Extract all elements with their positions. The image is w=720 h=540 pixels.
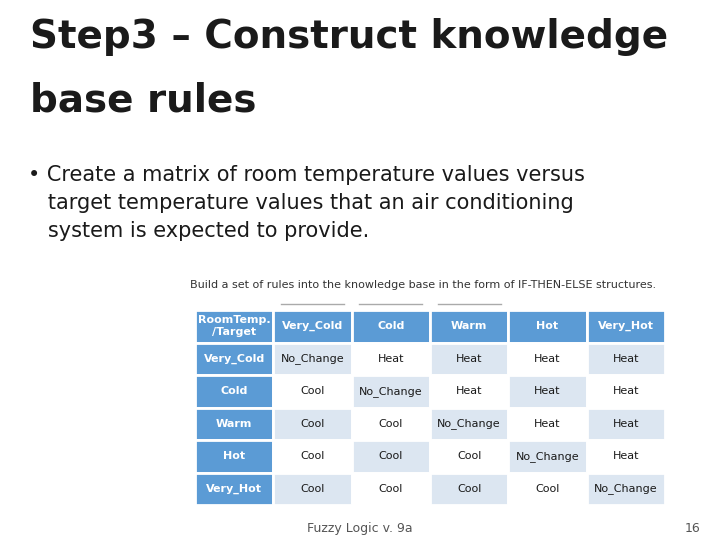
- FancyBboxPatch shape: [587, 375, 665, 408]
- Text: Step3 – Construct knowledge: Step3 – Construct knowledge: [30, 18, 668, 56]
- Text: Heat: Heat: [456, 386, 482, 396]
- Text: Cool: Cool: [535, 484, 559, 494]
- FancyBboxPatch shape: [195, 440, 274, 472]
- Text: Cool: Cool: [300, 484, 325, 494]
- FancyBboxPatch shape: [274, 310, 351, 342]
- FancyBboxPatch shape: [430, 375, 508, 408]
- Text: Very_Hot: Very_Hot: [206, 484, 262, 494]
- Text: Cool: Cool: [379, 418, 403, 429]
- FancyBboxPatch shape: [274, 375, 351, 408]
- FancyBboxPatch shape: [508, 440, 587, 472]
- Text: • Create a matrix of room temperature values versus
   target temperature values: • Create a matrix of room temperature va…: [28, 165, 585, 241]
- FancyBboxPatch shape: [351, 472, 430, 505]
- Text: Warm: Warm: [216, 418, 252, 429]
- Text: Very_Cold: Very_Cold: [204, 354, 265, 364]
- Text: Fuzzy Logic v. 9a: Fuzzy Logic v. 9a: [307, 522, 413, 535]
- Text: base rules: base rules: [30, 82, 256, 120]
- Text: Warm: Warm: [451, 321, 487, 331]
- Text: 16: 16: [684, 522, 700, 535]
- FancyBboxPatch shape: [274, 472, 351, 505]
- Text: Heat: Heat: [613, 386, 639, 396]
- FancyBboxPatch shape: [587, 408, 665, 440]
- FancyBboxPatch shape: [508, 408, 587, 440]
- Text: Heat: Heat: [613, 451, 639, 461]
- Text: Hot: Hot: [536, 321, 559, 331]
- Text: No_Change: No_Change: [516, 451, 580, 462]
- FancyBboxPatch shape: [351, 375, 430, 408]
- Text: No_Change: No_Change: [359, 386, 423, 397]
- FancyBboxPatch shape: [195, 472, 274, 505]
- Text: Heat: Heat: [534, 354, 561, 364]
- Text: Cool: Cool: [300, 418, 325, 429]
- Text: Heat: Heat: [534, 418, 561, 429]
- Text: Cool: Cool: [457, 451, 482, 461]
- FancyBboxPatch shape: [351, 310, 430, 342]
- Text: Build a set of rules into the knowledge base in the form of IF-THEN-ELSE structu: Build a set of rules into the knowledge …: [190, 280, 656, 290]
- Text: Cold: Cold: [377, 321, 405, 331]
- Text: Cool: Cool: [300, 386, 325, 396]
- Text: Cool: Cool: [457, 484, 482, 494]
- FancyBboxPatch shape: [508, 310, 587, 342]
- Text: Heat: Heat: [534, 386, 561, 396]
- Text: Cool: Cool: [300, 451, 325, 461]
- Text: Heat: Heat: [613, 354, 639, 364]
- Text: Heat: Heat: [613, 418, 639, 429]
- FancyBboxPatch shape: [430, 342, 508, 375]
- Text: Hot: Hot: [223, 451, 246, 461]
- Text: Cool: Cool: [379, 451, 403, 461]
- Text: Very_Hot: Very_Hot: [598, 321, 654, 332]
- FancyBboxPatch shape: [274, 408, 351, 440]
- Text: Cool: Cool: [379, 484, 403, 494]
- FancyBboxPatch shape: [195, 375, 274, 408]
- Text: No_Change: No_Change: [594, 483, 657, 494]
- FancyBboxPatch shape: [430, 310, 508, 342]
- FancyBboxPatch shape: [430, 408, 508, 440]
- FancyBboxPatch shape: [351, 440, 430, 472]
- Text: Very_Cold: Very_Cold: [282, 321, 343, 332]
- FancyBboxPatch shape: [587, 342, 665, 375]
- FancyBboxPatch shape: [587, 472, 665, 505]
- FancyBboxPatch shape: [195, 310, 274, 342]
- Text: Heat: Heat: [377, 354, 404, 364]
- Text: No_Change: No_Change: [281, 353, 344, 364]
- FancyBboxPatch shape: [195, 408, 274, 440]
- FancyBboxPatch shape: [587, 440, 665, 472]
- FancyBboxPatch shape: [430, 440, 508, 472]
- FancyBboxPatch shape: [351, 408, 430, 440]
- FancyBboxPatch shape: [508, 342, 587, 375]
- FancyBboxPatch shape: [351, 342, 430, 375]
- Text: Cold: Cold: [220, 386, 248, 396]
- FancyBboxPatch shape: [587, 310, 665, 342]
- FancyBboxPatch shape: [430, 472, 508, 505]
- FancyBboxPatch shape: [274, 342, 351, 375]
- FancyBboxPatch shape: [195, 342, 274, 375]
- FancyBboxPatch shape: [508, 472, 587, 505]
- Text: Heat: Heat: [456, 354, 482, 364]
- Text: No_Change: No_Change: [437, 418, 501, 429]
- FancyBboxPatch shape: [508, 375, 587, 408]
- FancyBboxPatch shape: [274, 440, 351, 472]
- Text: RoomTemp.
/Target: RoomTemp. /Target: [198, 315, 271, 337]
